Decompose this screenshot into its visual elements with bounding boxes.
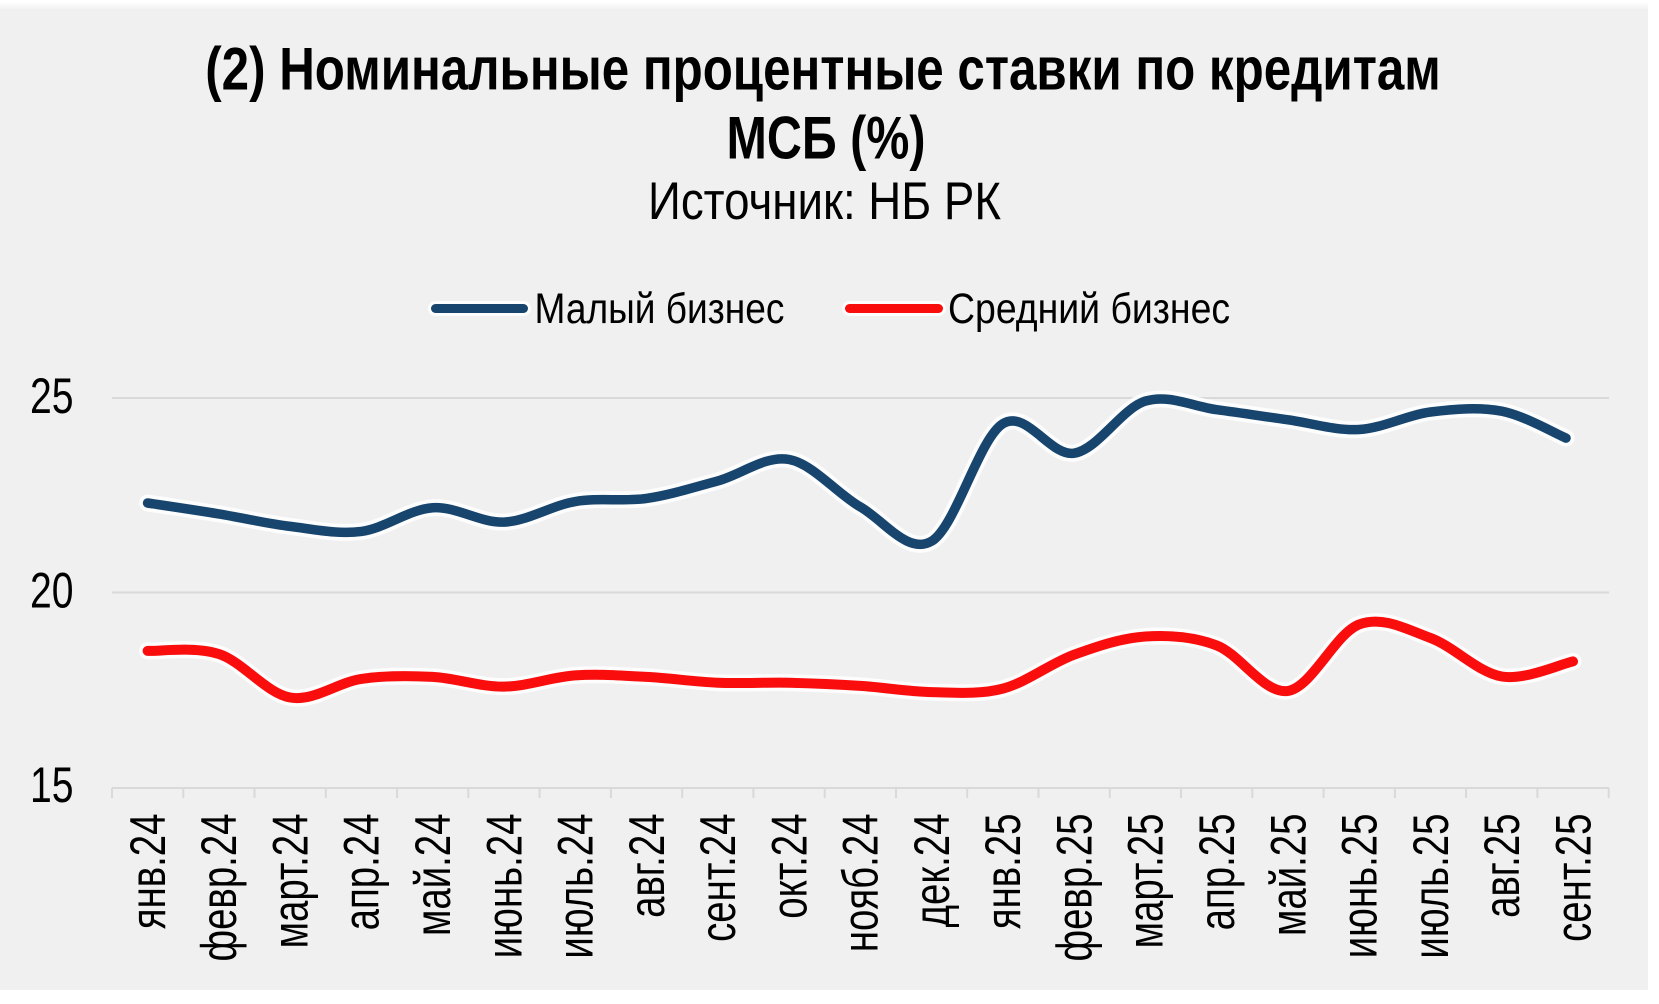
svg-text:июнь.25: июнь.25	[1330, 814, 1387, 959]
svg-text:май.24: май.24	[404, 814, 461, 937]
svg-text:сент.25: сент.25	[1544, 814, 1601, 942]
svg-text:май.25: май.25	[1259, 814, 1316, 937]
svg-text:авг.25: авг.25	[1473, 814, 1530, 918]
svg-text:март.24: март.24	[261, 814, 318, 949]
svg-text:15: 15	[30, 756, 74, 813]
svg-text:сент.24: сент.24	[689, 814, 746, 942]
svg-text:20: 20	[30, 561, 74, 618]
svg-text:нояб.24: нояб.24	[831, 814, 888, 953]
svg-text:Источник: НБ РК: Источник: НБ РК	[648, 172, 1001, 231]
svg-text:окт.24: окт.24	[760, 814, 817, 919]
svg-text:дек.24: дек.24	[903, 814, 960, 928]
svg-text:июль.24: июль.24	[546, 814, 603, 959]
svg-text:25: 25	[30, 367, 74, 424]
svg-text:июль.25: июль.25	[1402, 814, 1459, 959]
svg-text:март.25: март.25	[1117, 814, 1174, 949]
svg-text:Средний бизнес: Средний бизнес	[948, 285, 1230, 333]
svg-text:Малый бизнес: Малый бизнес	[535, 285, 785, 333]
svg-text:(2) Номинальные процентные ста: (2) Номинальные процентные ставки по кре…	[205, 35, 1440, 103]
svg-text:янв.25: янв.25	[974, 814, 1031, 930]
svg-text:февр.25: февр.25	[1045, 814, 1102, 962]
svg-text:авг.24: авг.24	[618, 814, 675, 918]
svg-text:апр.25: апр.25	[1188, 814, 1245, 931]
svg-text:февр.24: февр.24	[190, 814, 247, 962]
svg-text:янв.24: янв.24	[119, 814, 176, 930]
svg-text:июнь.24: июнь.24	[475, 814, 532, 959]
svg-text:МСБ (%): МСБ (%)	[727, 103, 926, 171]
svg-text:апр.24: апр.24	[333, 814, 390, 931]
